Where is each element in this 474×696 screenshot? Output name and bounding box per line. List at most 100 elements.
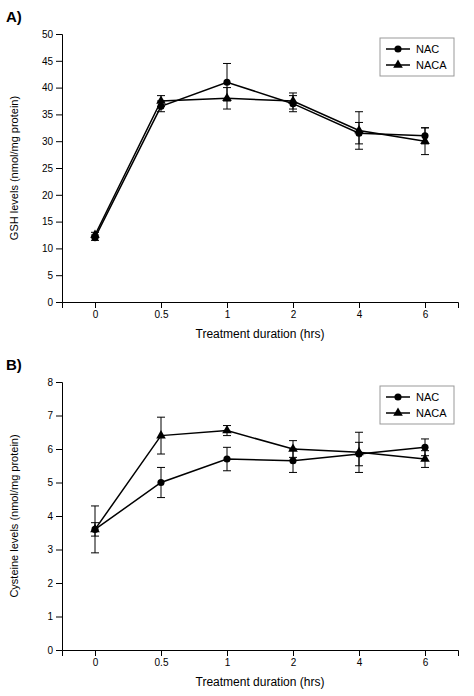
error-bar [421, 451, 429, 468]
error-bar [223, 63, 231, 101]
error-bar [355, 432, 363, 472]
legend-item: NAC [386, 391, 439, 403]
marker [354, 447, 364, 455]
y-tick: 6 [47, 444, 62, 455]
y-tick-mark [56, 302, 62, 303]
x-tick: 4 [357, 650, 363, 668]
y-tick-label: 5 [47, 477, 53, 488]
y-tick-mark [56, 483, 62, 484]
title: B) [6, 356, 22, 373]
legend-marker [393, 59, 403, 67]
legend-label: NAC [416, 391, 439, 403]
error-bar-cap [289, 440, 297, 441]
series [90, 417, 430, 553]
y-tick: 50 [42, 29, 62, 40]
error-bar-cap [289, 457, 297, 458]
line [95, 98, 425, 235]
y-tick: 0 [47, 297, 62, 308]
error-bar-cap [223, 109, 231, 110]
legend-item: NACA [386, 59, 447, 71]
error-bar [421, 128, 429, 155]
x-tick-mark [425, 302, 426, 308]
y-tick: 4 [47, 511, 62, 522]
y-tick-mark [56, 550, 62, 551]
x-tick: 0 [93, 302, 99, 320]
error-bar-cap [223, 435, 231, 436]
error-bar-cap [157, 497, 165, 498]
error-bar-cap [157, 467, 165, 468]
y-tick: 1 [47, 611, 62, 622]
x-tick-label: 0 [93, 309, 99, 320]
y-tick-mark [56, 195, 62, 196]
error-bar-cap [421, 127, 429, 128]
y-tick: 3 [47, 544, 62, 555]
y-tick-mark [56, 34, 62, 35]
marker [157, 479, 164, 486]
error-bar-cap [355, 111, 363, 112]
x-axis-title: Treatment duration (hrs) [196, 327, 325, 341]
error-bar-cap [289, 92, 297, 93]
y-tick: 40 [42, 82, 62, 93]
x-tick-label: 1 [225, 657, 231, 668]
error-bar [223, 426, 231, 436]
error-bar-cap [289, 111, 297, 112]
title: A) [6, 8, 22, 25]
y-axis-line [56, 35, 63, 303]
plot-area [90, 63, 430, 241]
y-tick: 5 [47, 477, 62, 488]
error-bar [157, 96, 165, 107]
error-bar-cap [157, 417, 165, 418]
error-bar [289, 93, 297, 109]
y-axis-line [56, 383, 63, 651]
y-tick-mark [56, 248, 62, 249]
y-tick-mark [56, 650, 62, 651]
y-tick-mark [56, 61, 62, 62]
x-tick: 6 [423, 650, 429, 668]
marker [222, 425, 232, 433]
y-tick-mark [56, 275, 62, 276]
error-bar-cap [223, 63, 231, 64]
x-tick-mark [161, 302, 162, 308]
y-tick-label: 20 [42, 190, 54, 201]
y-axis: 05101520253035404550 [42, 29, 63, 308]
error-bar-cap [223, 470, 231, 471]
x-tick-mark [425, 650, 426, 656]
x-tick: 0.5 [155, 650, 169, 668]
y-tick-mark [56, 168, 62, 169]
y-tick-mark [56, 88, 62, 89]
y-tick: 35 [42, 109, 62, 120]
error-bar-cap [157, 111, 165, 112]
y-tick-mark [56, 222, 62, 223]
y-tick-label: 30 [42, 136, 54, 147]
y-tick-label: 0 [47, 645, 53, 656]
y-tick-label: 5 [47, 270, 53, 281]
y-tick: 25 [42, 163, 62, 174]
error-bar-cap [223, 447, 231, 448]
x-tick-label: 4 [357, 657, 363, 668]
legend: NACNACA [380, 38, 454, 76]
x-tick-mark [293, 302, 294, 308]
marker [420, 454, 430, 462]
error-bar [223, 88, 231, 109]
y-tick-mark [56, 382, 62, 383]
x-tick-mark [95, 650, 96, 656]
x-tick: 0 [93, 650, 99, 668]
x-tick-label: 0.5 [155, 657, 169, 668]
y-tick: 7 [47, 410, 62, 421]
legend: NACNACA [380, 386, 454, 424]
y-axis-title: Cysteine levels (nmol/mg protein) [8, 434, 20, 597]
y-tick-mark [56, 617, 62, 618]
error-bar [157, 467, 165, 497]
error-bar-cap [157, 106, 165, 107]
x-tick-mark [359, 650, 360, 656]
x-tick-mark [227, 302, 228, 308]
x-tick-mark [161, 650, 162, 656]
error-bar-cap [421, 467, 429, 468]
error-bar-cap [223, 87, 231, 88]
series [91, 439, 429, 536]
y-tick: 45 [42, 56, 62, 67]
x-axis: 00.51246 [63, 650, 459, 668]
marker [288, 443, 298, 451]
y-tick-label: 25 [42, 163, 54, 174]
y-tick-mark [56, 516, 62, 517]
